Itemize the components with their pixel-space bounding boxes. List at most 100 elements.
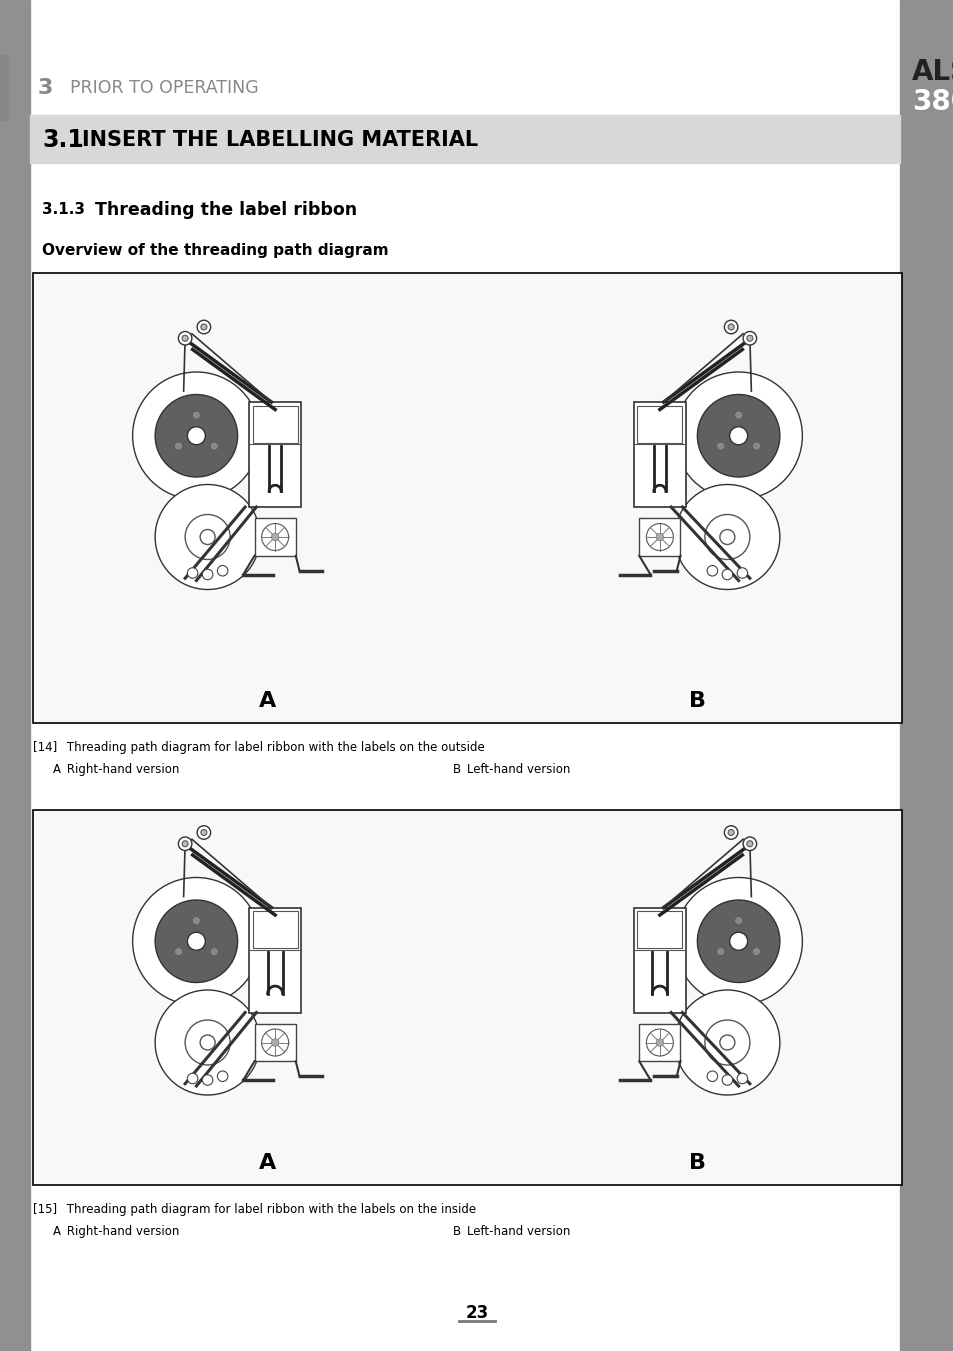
Circle shape (202, 1075, 213, 1085)
Circle shape (175, 443, 181, 449)
Circle shape (706, 1071, 717, 1082)
Bar (0, 55, 8, 120)
Circle shape (723, 825, 737, 839)
Text: B: B (688, 690, 705, 711)
Text: PRIOR TO OPERATING: PRIOR TO OPERATING (70, 78, 258, 97)
Text: 3.1: 3.1 (42, 128, 84, 153)
Circle shape (178, 331, 192, 345)
Circle shape (200, 530, 215, 544)
Circle shape (193, 412, 199, 417)
Circle shape (729, 932, 747, 950)
Circle shape (721, 569, 732, 580)
Text: 23: 23 (465, 1304, 488, 1323)
Circle shape (729, 427, 747, 444)
Bar (253, 912, 297, 948)
Text: B Left-hand version: B Left-hand version (453, 763, 570, 775)
Circle shape (656, 534, 663, 540)
Circle shape (735, 917, 740, 924)
Bar (30, 115, 899, 163)
Text: 3.1.3: 3.1.3 (42, 203, 85, 218)
Circle shape (746, 335, 752, 342)
Circle shape (155, 990, 260, 1096)
Circle shape (727, 324, 734, 330)
Bar (249, 403, 301, 507)
Bar (33, 273, 901, 723)
Text: 380: 380 (911, 88, 953, 116)
Circle shape (201, 324, 207, 330)
Text: INSERT THE LABELLING MATERIAL: INSERT THE LABELLING MATERIAL (82, 130, 477, 150)
Circle shape (271, 1039, 278, 1046)
Circle shape (202, 569, 213, 580)
Circle shape (697, 394, 779, 477)
Bar (254, 1024, 295, 1062)
Text: B: B (688, 1152, 705, 1173)
Circle shape (704, 515, 749, 559)
Circle shape (201, 830, 207, 835)
Circle shape (737, 567, 747, 578)
Circle shape (187, 427, 205, 444)
Circle shape (704, 1020, 749, 1065)
Circle shape (182, 840, 188, 847)
Circle shape (132, 878, 260, 1005)
Circle shape (727, 830, 734, 835)
Circle shape (746, 840, 752, 847)
Circle shape (217, 566, 228, 576)
Circle shape (211, 948, 217, 955)
Circle shape (674, 372, 801, 500)
Circle shape (646, 523, 673, 550)
Circle shape (720, 1035, 734, 1050)
Text: B Left-hand version: B Left-hand version (453, 1225, 570, 1238)
Circle shape (723, 320, 737, 334)
Circle shape (178, 838, 192, 851)
Circle shape (182, 335, 188, 342)
Bar (254, 519, 295, 555)
Circle shape (217, 1071, 228, 1082)
Circle shape (742, 331, 756, 345)
Circle shape (697, 900, 779, 982)
Bar (899, 0, 953, 1351)
Circle shape (185, 1020, 230, 1065)
Text: [15]  Threading path diagram for label ribbon with the labels on the inside: [15] Threading path diagram for label ri… (33, 1202, 476, 1216)
Circle shape (175, 948, 181, 955)
Bar (637, 912, 681, 948)
Circle shape (193, 917, 199, 924)
Text: [14]  Threading path diagram for label ribbon with the labels on the outside: [14] Threading path diagram for label ri… (33, 740, 484, 754)
Circle shape (200, 1035, 215, 1050)
Circle shape (742, 838, 756, 851)
Circle shape (187, 1073, 197, 1084)
Bar (633, 403, 685, 507)
Circle shape (674, 485, 779, 589)
Circle shape (706, 566, 717, 576)
Bar (633, 908, 685, 1012)
Bar (249, 908, 301, 1012)
Circle shape (187, 932, 205, 950)
Text: 3: 3 (38, 78, 53, 99)
Circle shape (132, 372, 260, 500)
Text: A: A (258, 690, 276, 711)
Bar (253, 405, 297, 443)
Circle shape (187, 567, 197, 578)
Circle shape (646, 1029, 673, 1056)
Circle shape (261, 523, 289, 550)
Circle shape (735, 412, 740, 417)
Bar (0, 0, 30, 1351)
Bar (637, 405, 681, 443)
Text: Threading the label ribbon: Threading the label ribbon (95, 201, 356, 219)
Circle shape (717, 948, 723, 955)
Bar (639, 519, 679, 555)
Circle shape (753, 948, 759, 955)
Circle shape (185, 515, 230, 559)
Circle shape (211, 443, 217, 449)
Text: Overview of the threading path diagram: Overview of the threading path diagram (42, 242, 388, 258)
Circle shape (721, 1075, 732, 1085)
Text: A Right-hand version: A Right-hand version (53, 763, 179, 775)
Text: ALS: ALS (911, 58, 953, 86)
Circle shape (261, 1029, 289, 1056)
Bar (33, 811, 901, 1185)
Circle shape (197, 320, 211, 334)
Circle shape (155, 485, 260, 589)
Bar (639, 1024, 679, 1062)
Circle shape (197, 825, 211, 839)
Circle shape (720, 530, 734, 544)
Text: A Right-hand version: A Right-hand version (53, 1225, 179, 1238)
